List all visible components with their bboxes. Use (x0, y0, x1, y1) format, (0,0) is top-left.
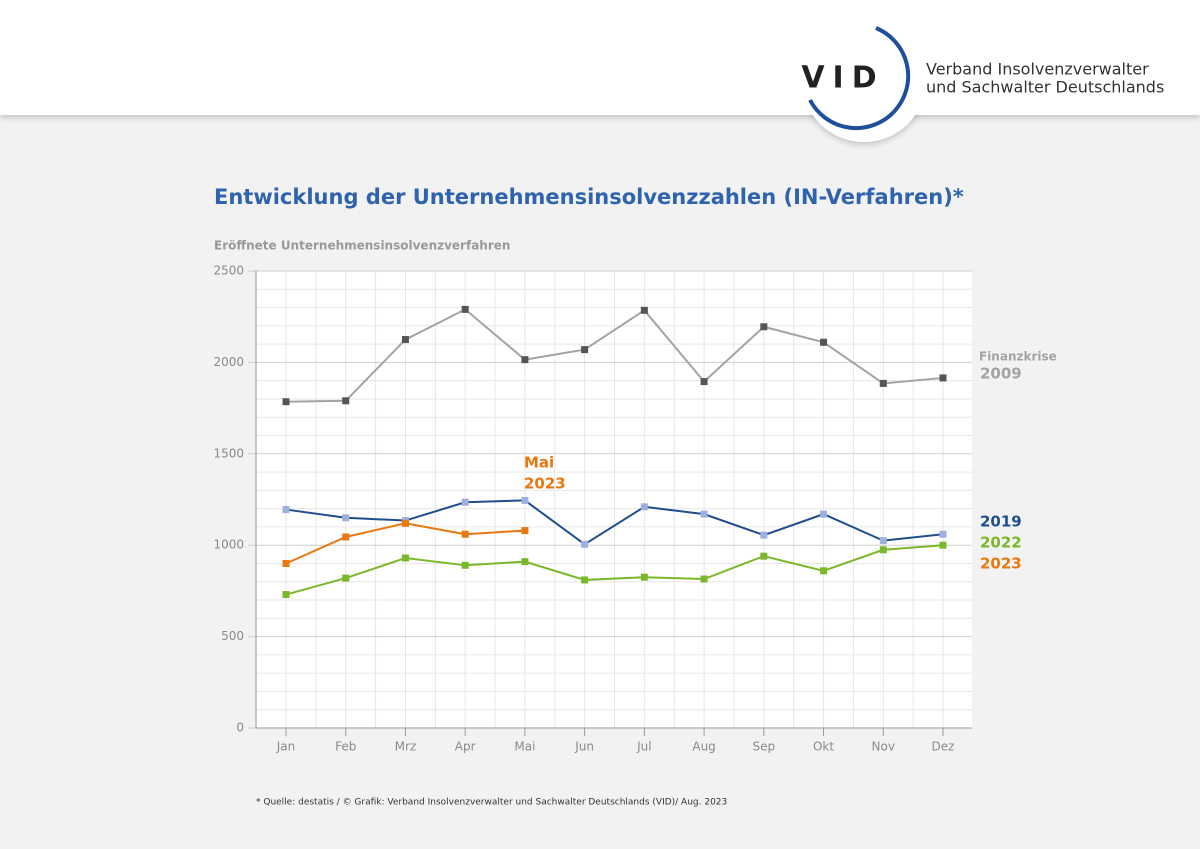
y-tick-label: 500 (221, 629, 244, 643)
logo-arc (808, 26, 911, 131)
point (581, 346, 589, 354)
point (760, 552, 768, 560)
point (879, 537, 887, 545)
point (700, 575, 708, 583)
x-tick-label: Okt (813, 740, 834, 754)
point (521, 356, 529, 364)
y-tick-label: 1000 (213, 538, 244, 552)
x-tick-label: Jan (276, 740, 296, 754)
y-axis-label: Eröffnete Unternehmensinsolvenzverfahren (214, 239, 510, 253)
series-label: 2023 (980, 555, 1022, 573)
point (342, 397, 350, 405)
x-tick-label: Mai (514, 740, 535, 754)
x-tick-label: Jul (636, 740, 651, 754)
point (581, 540, 589, 548)
footnote: * Quelle: destatis / © Grafik: Verband I… (256, 798, 727, 808)
series-label: 2022 (980, 534, 1022, 552)
point (879, 379, 887, 387)
y-tick-label: 1500 (213, 446, 244, 460)
point (640, 503, 648, 511)
annotation: 2023 (524, 475, 566, 493)
org-name: Verband Insolvenzverwalter (926, 60, 1149, 79)
point (342, 533, 350, 541)
point (521, 496, 529, 504)
point (461, 561, 469, 569)
header-cover (0, 0, 1200, 115)
point (879, 546, 887, 554)
x-tick-label: Apr (455, 740, 476, 754)
point (939, 530, 947, 538)
point (581, 576, 589, 584)
point (939, 541, 947, 549)
x-tick-label: Dez (932, 740, 955, 754)
point (282, 559, 290, 567)
point (700, 510, 708, 518)
series-label: 2009 (980, 365, 1022, 383)
series-line (285, 544, 944, 596)
point (342, 514, 350, 522)
x-tick-label: Nov (872, 740, 895, 754)
y-tick-label: 2000 (213, 355, 244, 369)
point (401, 519, 409, 527)
point (401, 336, 409, 344)
point (282, 398, 290, 406)
point (401, 554, 409, 562)
point (820, 338, 828, 346)
point (461, 305, 469, 313)
point (760, 323, 768, 331)
point (820, 567, 828, 575)
point (640, 306, 648, 314)
point (939, 374, 947, 382)
x-tick-label: Feb (335, 740, 356, 754)
chart-title: Entwicklung der Unternehmensinsolvenzzah… (214, 185, 964, 209)
y-tick-label: 0 (236, 721, 244, 735)
x-tick-label: Mrz (395, 740, 417, 754)
point (521, 558, 529, 566)
x-tick-label: Jun (574, 740, 594, 754)
point (760, 531, 768, 539)
point (640, 573, 648, 581)
point (820, 510, 828, 518)
series-line (285, 308, 944, 403)
point (521, 527, 529, 535)
point (700, 378, 708, 386)
x-tick-label: Aug (692, 740, 715, 754)
point (282, 506, 290, 514)
org-name: und Sachwalter Deutschlands (926, 78, 1164, 97)
point (461, 498, 469, 506)
logo-text: VID (801, 61, 884, 96)
annotation: Mai (524, 454, 554, 472)
x-tick-label: Sep (753, 740, 776, 754)
annotation: Finanzkrise (979, 350, 1057, 364)
point (461, 530, 469, 538)
y-tick-label: 2500 (213, 264, 244, 278)
series-label: 2019 (980, 513, 1022, 531)
series-line (285, 499, 944, 546)
point (342, 574, 350, 582)
point (282, 591, 290, 599)
